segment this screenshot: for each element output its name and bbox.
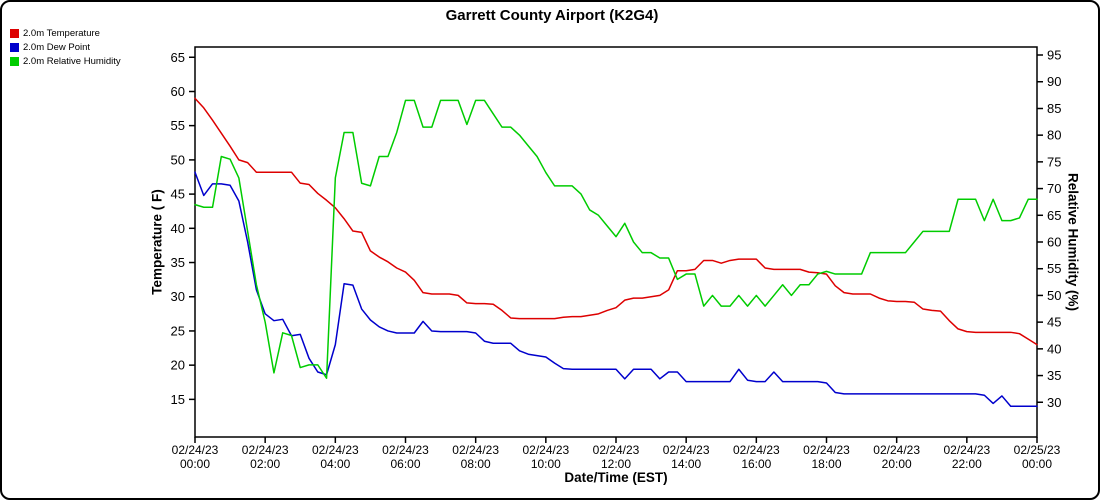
legend-item: 2.0m Relative Humidity	[10, 54, 121, 68]
x-axis-tick-date: 02/24/23	[663, 443, 710, 457]
legend-item: 2.0m Dew Point	[10, 40, 121, 54]
left-axis-tick-label: 40	[171, 221, 185, 236]
left-axis-tick-label: 45	[171, 187, 185, 202]
2-0m-dew-point-line	[194, 171, 1038, 407]
x-axis-tick-time: 02:00	[250, 457, 280, 471]
x-axis-tick-time: 00:00	[180, 457, 210, 471]
left-axis-tick-label: 30	[171, 289, 185, 304]
2-0m-relative-humidity-line	[194, 99, 1038, 379]
legend-label: 2.0m Dew Point	[23, 41, 91, 53]
chart-title: Garrett County Airport (K2G4)	[445, 7, 659, 24]
legend-swatch	[10, 42, 19, 52]
left-axis-tick-label: 35	[171, 255, 185, 270]
right-axis-tick-label: 40	[1047, 341, 1061, 356]
x-axis-tick-date: 02/25/23	[1014, 443, 1061, 457]
x-axis-tick-date: 02/24/23	[733, 443, 780, 457]
x-axis-tick-date: 02/24/23	[172, 443, 219, 457]
left-axis-tick-label: 60	[171, 84, 185, 99]
right-axis-tick-label: 55	[1047, 261, 1061, 276]
x-axis-tick-date: 02/24/23	[593, 443, 640, 457]
x-axis-tick-date: 02/24/23	[452, 443, 499, 457]
right-axis-tick-label: 75	[1047, 154, 1061, 169]
right-axis-tick-label: 90	[1047, 74, 1061, 89]
2-0m-temperature-line	[194, 97, 1038, 346]
x-axis-tick-time: 08:00	[461, 457, 491, 471]
x-axis-tick-time: 06:00	[390, 457, 420, 471]
legend-swatch	[10, 28, 19, 38]
right-axis-tick-label: 95	[1047, 48, 1061, 63]
left-axis-tick-label: 25	[171, 323, 185, 338]
legend-item: 2.0m Temperature	[10, 26, 121, 40]
x-axis-tick-time: 00:00	[1022, 457, 1052, 471]
x-axis-tick-date: 02/24/23	[382, 443, 429, 457]
right-axis-tick-label: 80	[1047, 128, 1061, 143]
x-axis-tick-date: 02/24/23	[873, 443, 920, 457]
left-axis-tick-label: 65	[171, 50, 185, 65]
right-axis-tick-label: 65	[1047, 208, 1061, 223]
x-axis-tick-time: 14:00	[671, 457, 701, 471]
right-axis-tick-label: 85	[1047, 101, 1061, 116]
x-axis-tick-date: 02/24/23	[522, 443, 569, 457]
left-axis-tick-label: 55	[171, 118, 185, 133]
plot-frame	[194, 46, 1038, 438]
x-axis-tick-time: 10:00	[531, 457, 561, 471]
left-axis-tick-label: 50	[171, 152, 185, 167]
legend: 2.0m Temperature 2.0m Dew Point 2.0m Relat…	[10, 26, 121, 68]
left-axis-tick-label: 15	[171, 392, 185, 407]
right-axis-title: Relative Humidity (%)	[1065, 172, 1081, 312]
right-axis-tick-label: 60	[1047, 235, 1061, 250]
legend-label: 2.0m Temperature	[23, 27, 100, 39]
right-axis-tick-label: 45	[1047, 315, 1061, 330]
left-axis-tick-label: 20	[171, 358, 185, 373]
x-axis-tick-time: 22:00	[952, 457, 982, 471]
x-axis-tick-time: 16:00	[741, 457, 771, 471]
x-axis-tick-time: 12:00	[601, 457, 631, 471]
right-axis-tick-label: 50	[1047, 288, 1061, 303]
legend-swatch	[10, 56, 19, 66]
right-axis-tick-label: 70	[1047, 181, 1061, 196]
right-axis-tick-label: 30	[1047, 395, 1061, 410]
x-axis-title: Date/Time (EST)	[564, 470, 668, 485]
right-axis-tick-label: 35	[1047, 368, 1061, 383]
x-axis-tick-date: 02/24/23	[242, 443, 289, 457]
x-axis-tick-date: 02/24/23	[312, 443, 359, 457]
legend-label: 2.0m Relative Humidity	[23, 55, 121, 67]
x-axis-tick-date: 02/24/23	[943, 443, 990, 457]
left-axis-title: Temperature ( F)	[149, 189, 165, 295]
x-axis-tick-time: 20:00	[882, 457, 912, 471]
x-axis-tick-time: 04:00	[320, 457, 350, 471]
x-axis-tick-date: 02/24/23	[803, 443, 850, 457]
x-axis-tick-time: 18:00	[811, 457, 841, 471]
